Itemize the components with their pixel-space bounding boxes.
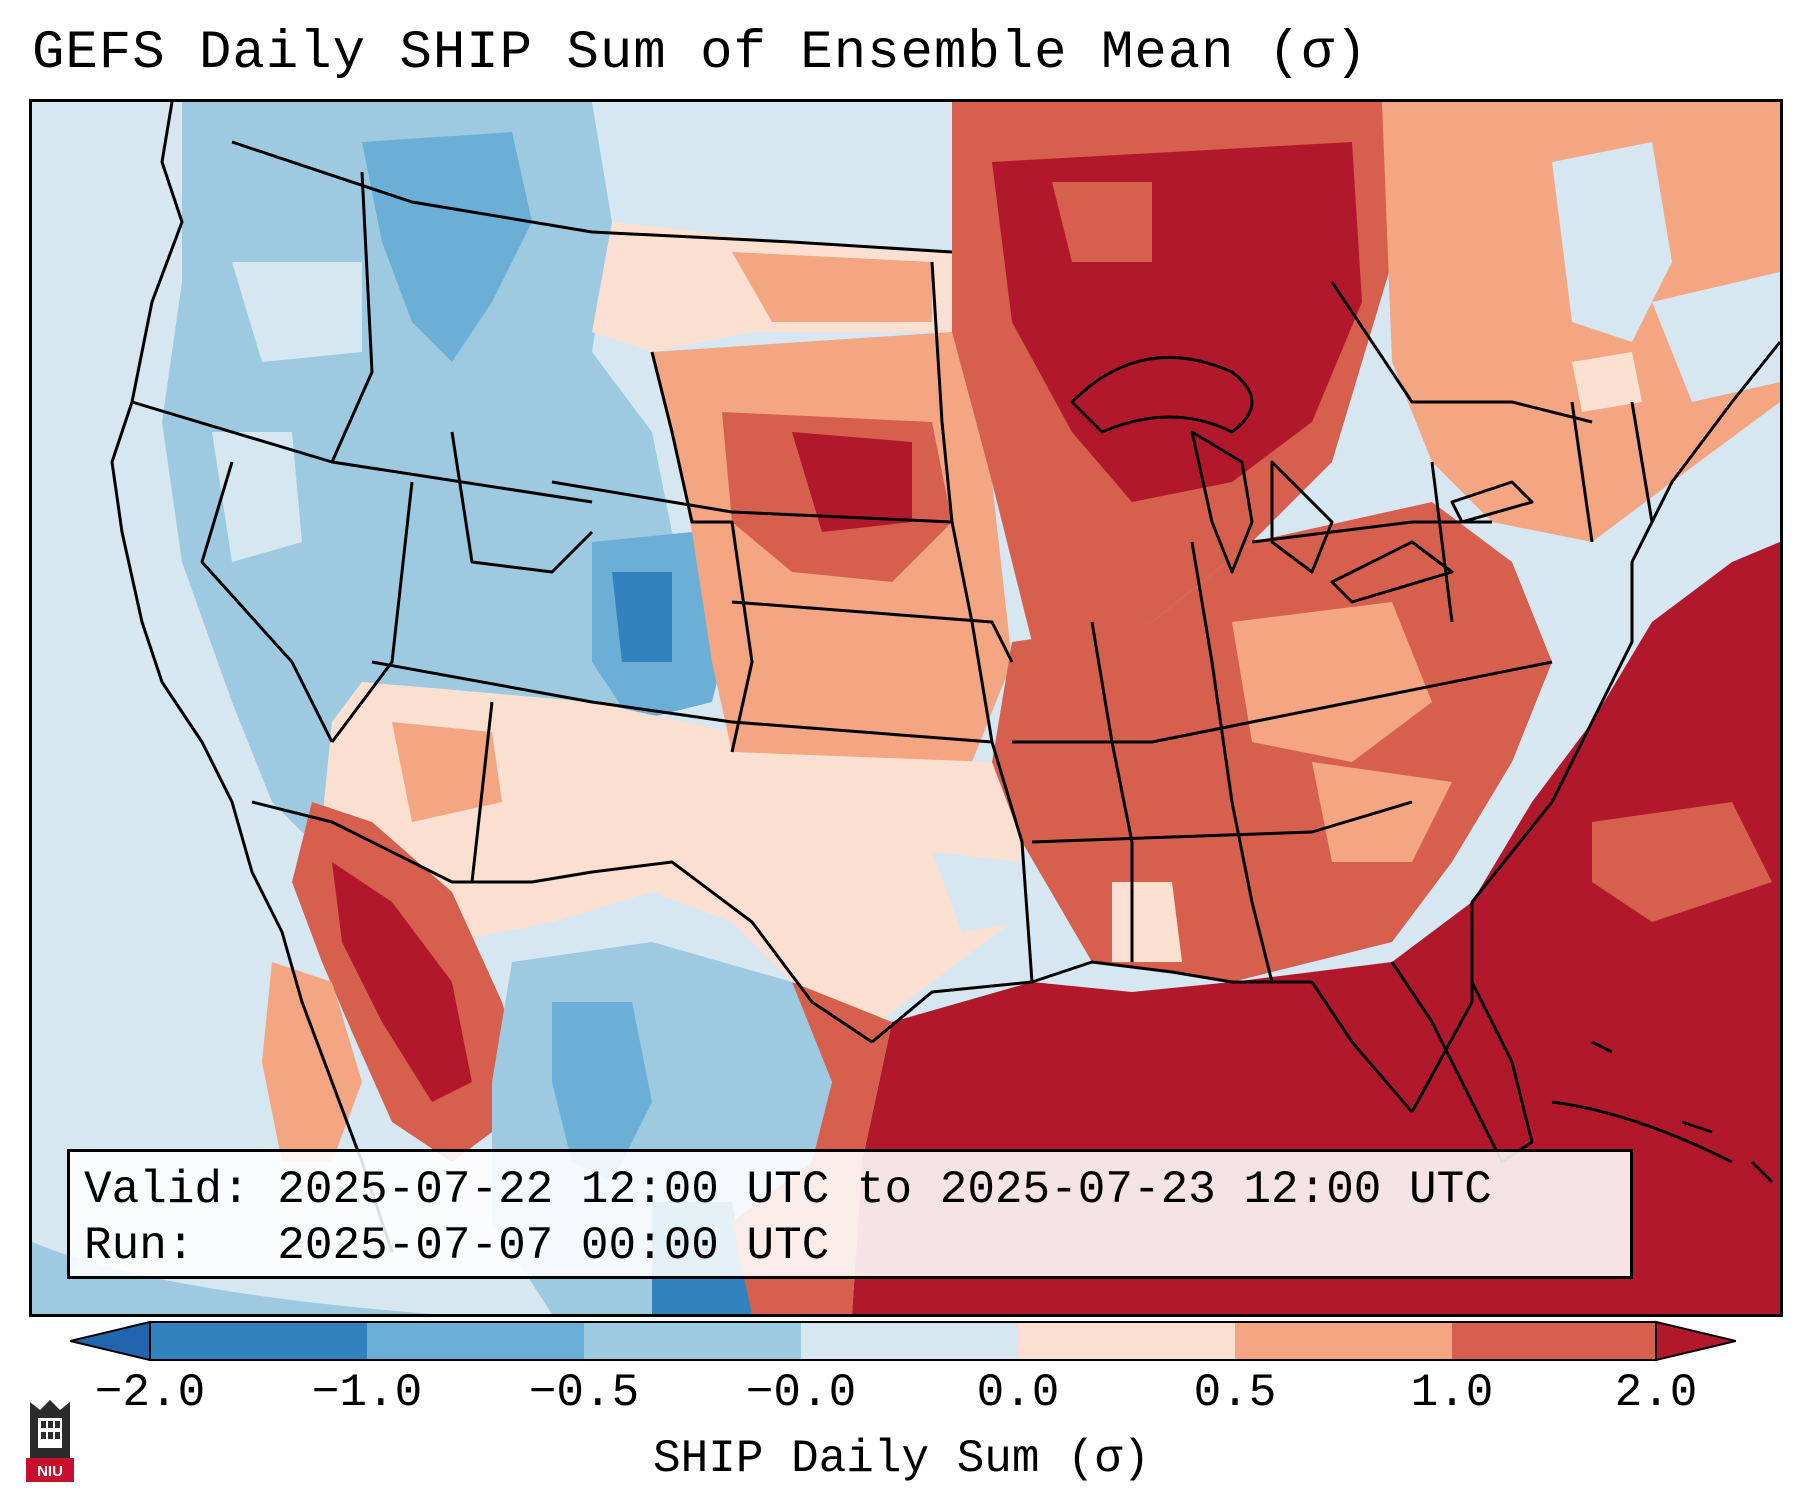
ship-anomaly-map [32,102,1780,1314]
logo-text: NIU [37,1463,63,1480]
colorbar-segment-6 [1018,1322,1235,1360]
colorbar-tick-label: 2.0 [1614,1367,1698,1419]
colorbar-tick-label: −0.0 [745,1367,857,1419]
colorbar-label: SHIP Daily Sum (σ) [653,1433,1150,1485]
colorbar-tick-label: −2.0 [94,1367,206,1419]
colorbar-tick-label: 0.0 [976,1367,1060,1419]
colorbar-segment-8 [1452,1322,1656,1360]
colorbar-segment-7 [1235,1322,1452,1360]
colorbar [70,1320,1736,1362]
run-time-text: Run: 2025-07-07 00:00 UTC [84,1220,830,1272]
map-title: GEFS Daily SHIP Sum of Ensemble Mean (σ) [32,23,1369,84]
colorbar-tick-label: −1.0 [311,1367,423,1419]
colorbar-segment-4 [801,1322,1018,1360]
map-panel [29,99,1783,1317]
colorbar-tick-label: −0.5 [528,1367,640,1419]
colorbar-segment-1 [150,1322,367,1360]
valid-info-box: Valid: 2025-07-22 12:00 UTC to 2025-07-2… [67,1149,1633,1279]
university-tower-icon: NIU [26,1400,74,1482]
colorbar-tick-label: 0.5 [1193,1367,1277,1419]
colorbar-segment-2 [367,1322,584,1360]
valid-time-text: Valid: 2025-07-22 12:00 UTC to 2025-07-2… [84,1164,1492,1216]
colorbar-extend-low [70,1320,151,1362]
colorbar-tick-label: 1.0 [1410,1367,1494,1419]
colorbar-extend-high [1655,1320,1736,1362]
colorbar-segment-3 [584,1322,801,1360]
